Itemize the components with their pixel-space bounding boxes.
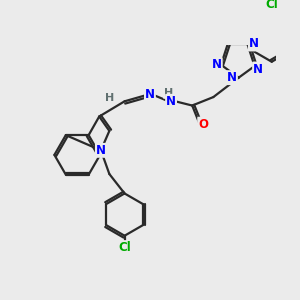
Text: N: N <box>249 38 259 50</box>
Text: N: N <box>227 71 237 84</box>
Text: N: N <box>96 144 106 157</box>
Text: H: H <box>105 93 114 103</box>
Text: N: N <box>145 88 155 101</box>
Text: N: N <box>212 58 222 71</box>
Text: N: N <box>253 62 263 76</box>
Text: Cl: Cl <box>266 0 278 11</box>
Text: H: H <box>164 88 173 98</box>
Text: N: N <box>166 95 176 108</box>
Text: Cl: Cl <box>118 241 131 254</box>
Text: O: O <box>198 118 208 130</box>
